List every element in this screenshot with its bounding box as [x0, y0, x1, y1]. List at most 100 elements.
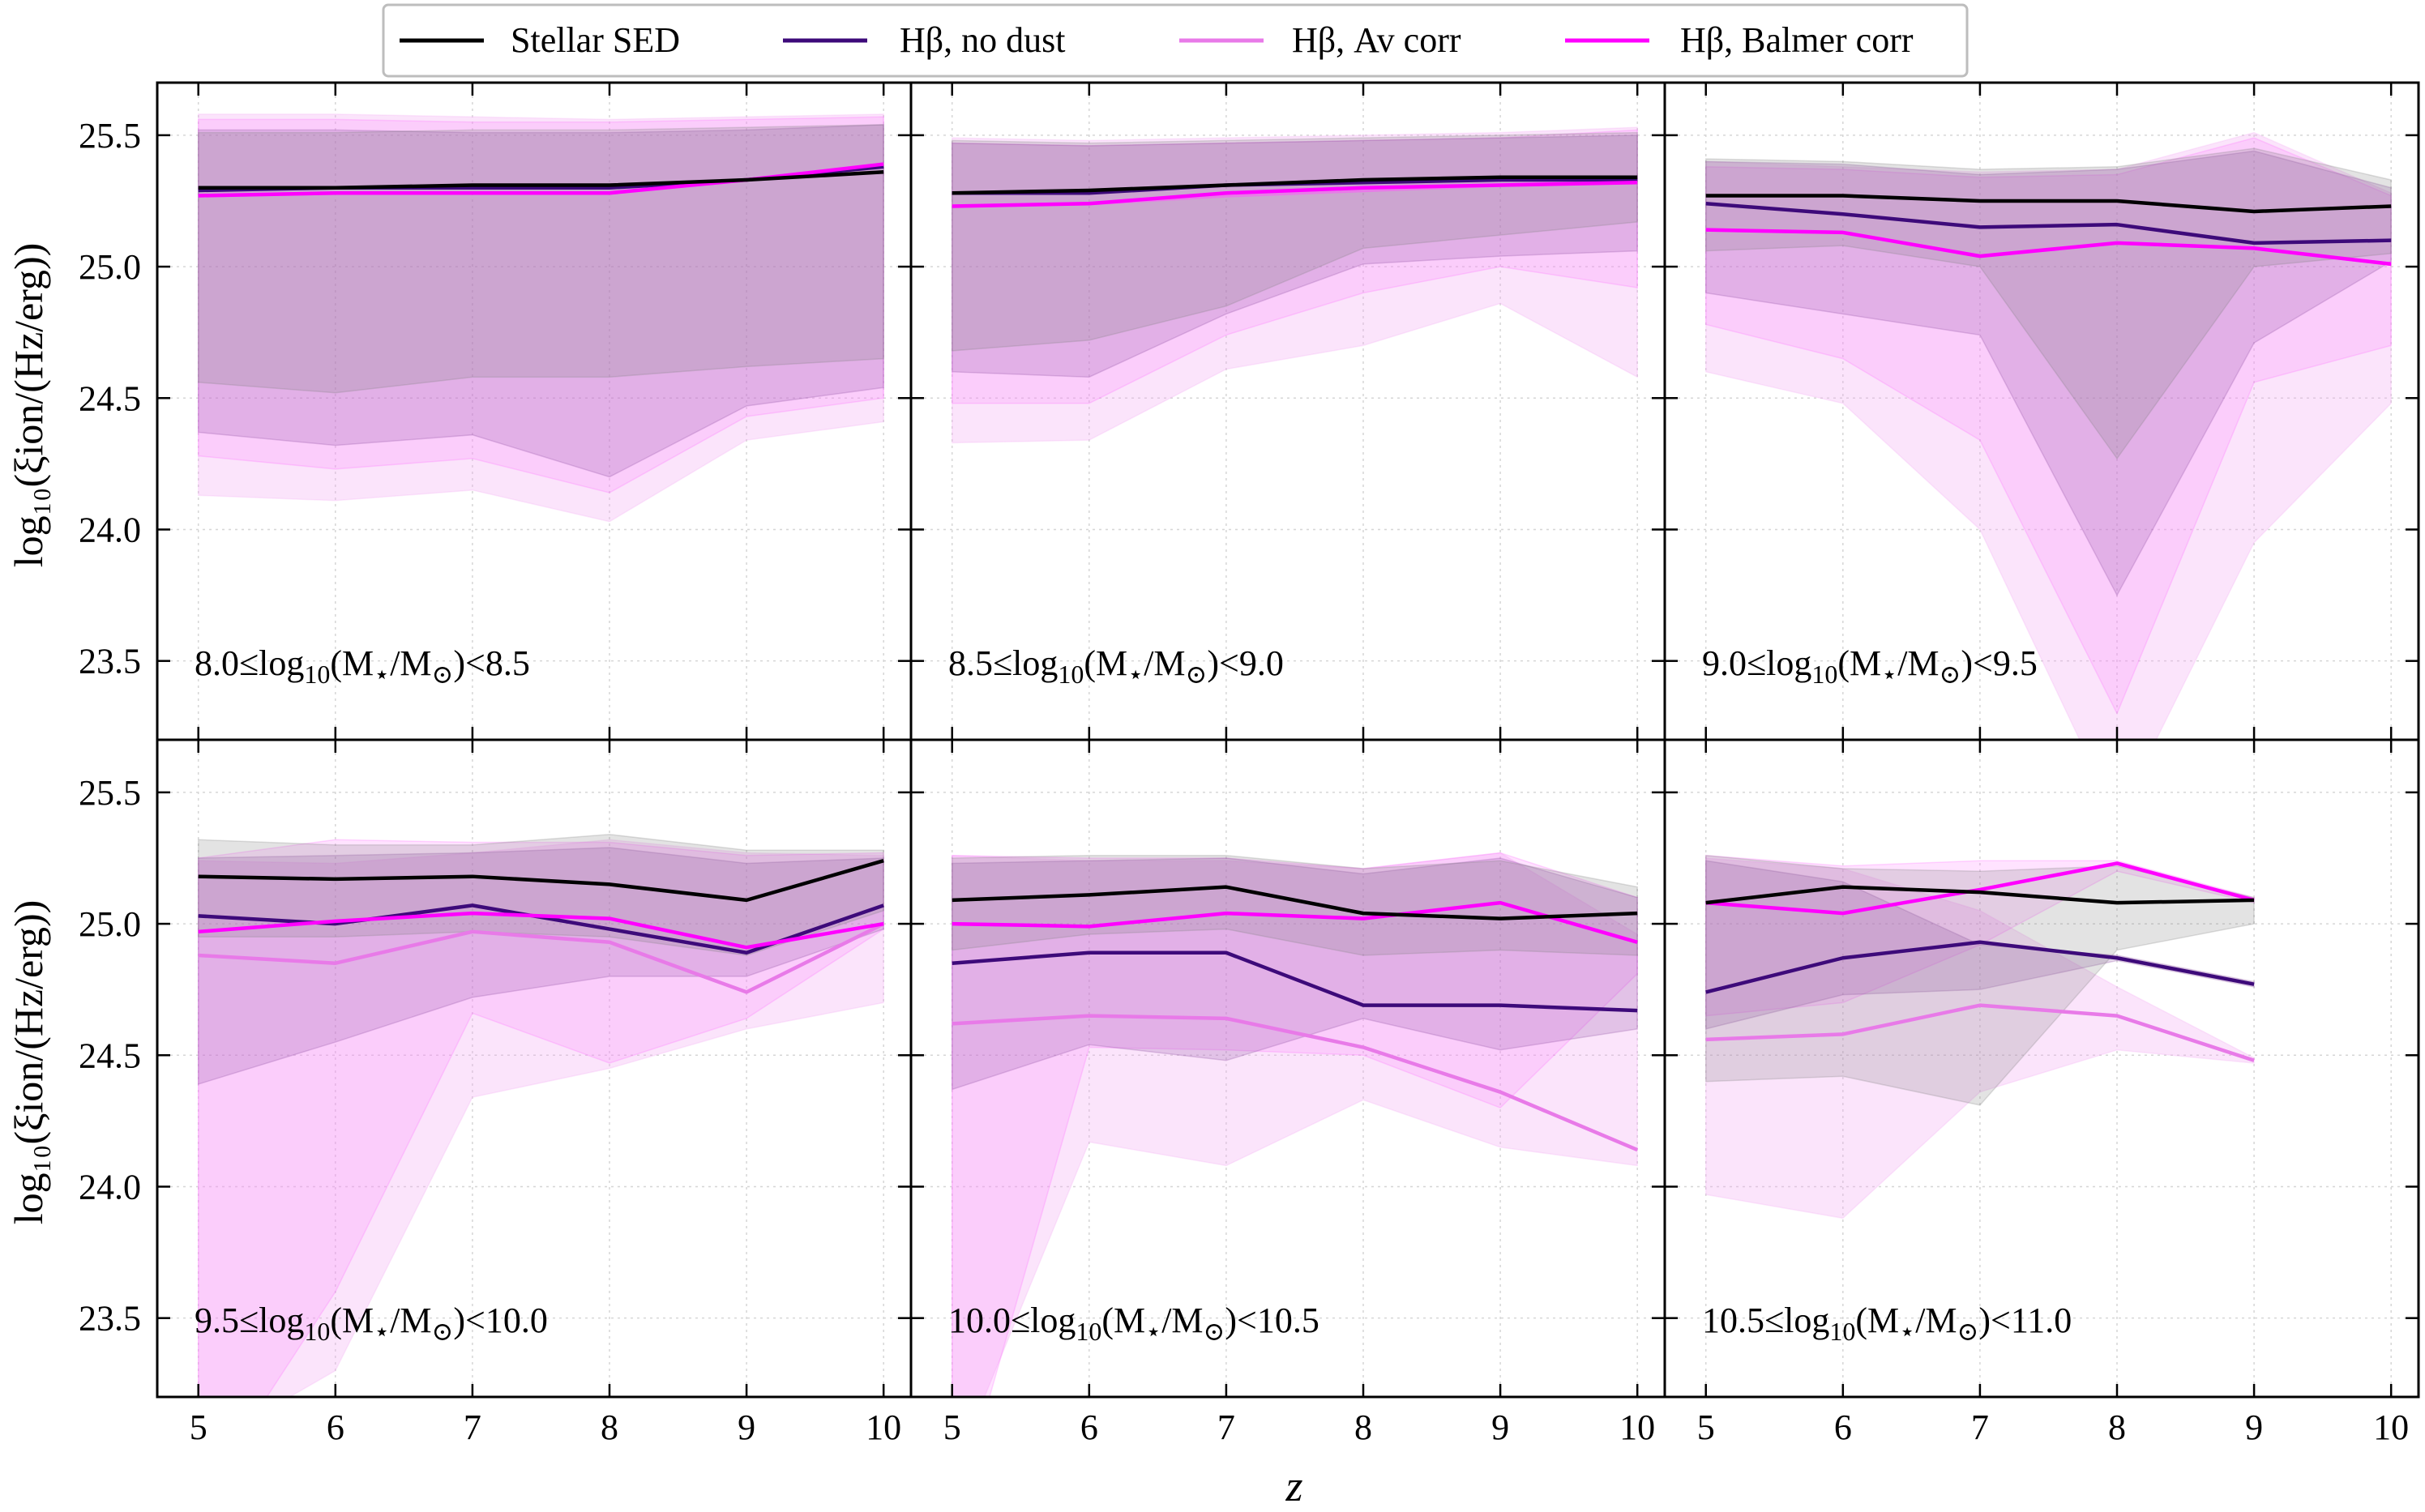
x-tick-label: 6 [1080, 1407, 1098, 1447]
y-tick-label: 25.0 [79, 247, 141, 287]
series-line-balmer [198, 911, 884, 950]
panel-frame [1663, 738, 2420, 1399]
ticks [911, 740, 1665, 1397]
ticks [157, 740, 911, 1397]
x-tick-label: 9 [2245, 1407, 2263, 1447]
y-tick-label: 25.5 [79, 773, 141, 813]
panel-3: 9.0≤log10(M⋆/M⊙)<9.5 [1663, 81, 2420, 741]
x-tick-label: 6 [327, 1407, 344, 1447]
ticks [157, 83, 911, 740]
series-line-nodust [952, 950, 1638, 1013]
x-tick-label: 7 [1971, 1407, 1989, 1447]
band-balmer [197, 116, 884, 493]
plot-area [197, 113, 884, 523]
y-axis-label-bottom: log₁₀(ξion/(Hz/erg)) [6, 900, 51, 1225]
band-avcorr [197, 113, 884, 523]
series-line-balmer [952, 181, 1638, 208]
series-line-stellar [1705, 885, 2255, 905]
series-line-stellar [198, 170, 884, 190]
band-nodust [1704, 150, 2392, 597]
band-balmer [951, 852, 1638, 1397]
x-tick-label: 7 [1217, 1407, 1235, 1447]
band-avcorr [951, 126, 1638, 444]
ticks [1665, 83, 2419, 740]
panel-background [157, 740, 911, 1397]
legend-label-avcorr: Hβ, Av corr [1292, 20, 1461, 60]
band-avcorr [951, 852, 1638, 1397]
x-tick-label: 8 [1354, 1407, 1372, 1447]
band-nodust [1704, 860, 2255, 1030]
band-nodust [951, 135, 1638, 378]
legend-box [382, 3, 1969, 78]
panel-5: 5 6 7 8 9 10 10.0≤log10(M⋆/M⊙)<10.5 [909, 738, 1666, 1447]
series-line-nodust [1705, 940, 2255, 994]
y-tick-label: 25.5 [79, 116, 141, 156]
panel-background [1665, 740, 2419, 1397]
series-line-stellar [198, 859, 884, 903]
panel-1: 23.5 24.0 24.5 25.0 25.5 8.0≤log10(M⋆/M⊙)<8.5 [79, 81, 913, 741]
band-stellar [197, 124, 884, 394]
band-balmer [1704, 137, 2392, 715]
y-tick-label: 24.5 [79, 378, 141, 418]
grid [157, 83, 911, 740]
series-line-avcorr [1705, 1003, 2255, 1062]
grid [911, 83, 1665, 740]
band-nodust [197, 847, 884, 1085]
plot-area [951, 852, 1639, 1397]
series-line-nodust [1705, 201, 2392, 246]
y-axis-label-top: log₁₀(ξion/(Hz/erg)) [6, 243, 51, 568]
x-tick-label: 5 [943, 1407, 961, 1447]
x-tick-label: 9 [1491, 1407, 1509, 1447]
panel-background [911, 740, 1665, 1397]
band-stellar [1704, 854, 2255, 1106]
series-line-stellar [952, 885, 1638, 920]
series-line-avcorr [952, 1014, 1639, 1152]
series-line-stellar [1705, 194, 2392, 214]
band-balmer [1704, 854, 2255, 1017]
plot-area [1704, 854, 2255, 1219]
panel-mass-label: 10.0≤log10(M⋆/M⊙)<10.5 [948, 1301, 1319, 1346]
y-tick-label: 24.0 [79, 1167, 141, 1207]
plot-area [951, 126, 1638, 444]
series-line-stellar [952, 175, 1638, 195]
panel-background [1665, 83, 2419, 740]
plot-area [197, 834, 885, 1397]
x-tick-label: 10 [866, 1407, 901, 1447]
x-tick-label: 8 [601, 1407, 618, 1447]
grid [1665, 740, 2419, 1397]
x-tick-label: 7 [464, 1407, 481, 1447]
panel-4: 5 6 7 8 9 10 23.5 24.0 24.5 25.0 25.5 9.5≤log10(M⋆/… [79, 738, 913, 1447]
legend: Stellar SED Hβ, no dust Hβ, Av corr Hβ, … [382, 3, 1969, 78]
y-tick-label: 23.5 [79, 642, 141, 681]
band-avcorr [1704, 131, 2392, 740]
x-tick-label: 9 [738, 1407, 755, 1447]
panel-6: 5 6 7 8 9 10 10.5≤log10(M⋆/M⊙)<11.0 [1663, 738, 2420, 1447]
x-axis-label: z [1285, 1462, 1302, 1510]
panel-mass-label: 9.5≤log10(M⋆/M⊙)<10.0 [195, 1301, 548, 1346]
x-tick-label: 5 [190, 1407, 207, 1447]
x-tick-label: 5 [1697, 1407, 1715, 1447]
band-stellar [951, 854, 1638, 956]
band-balmer [951, 129, 1638, 404]
series-line-balmer [1705, 228, 2392, 267]
ticks [911, 83, 1665, 740]
band-stellar [197, 834, 884, 956]
legend-label-stellar: Stellar SED [511, 20, 680, 60]
grid [911, 740, 1665, 1397]
x-tick-label: 10 [2373, 1407, 2409, 1447]
series-line-balmer [1705, 861, 2255, 916]
panel-mass-label: 8.0≤log10(M⋆/M⊙)<8.5 [195, 643, 530, 689]
legend-label-nodust: Hβ, no dust [900, 20, 1066, 60]
series-line-avcorr [198, 922, 885, 994]
ticks [1665, 740, 2419, 1397]
panel-mass-label: 8.5≤log10(M⋆/M⊙)<9.0 [948, 643, 1284, 689]
panel-mass-label: 10.5≤log10(M⋆/M⊙)<11.0 [1702, 1301, 2072, 1346]
x-tick-label: 10 [1619, 1407, 1655, 1447]
y-tick-label: 24.0 [79, 510, 141, 549]
grid [1665, 83, 2419, 740]
plot-area [1704, 131, 2392, 740]
y-tick-label: 23.5 [79, 1299, 141, 1339]
series-line-balmer [952, 900, 1638, 944]
y-tick-label: 24.5 [79, 1036, 141, 1075]
